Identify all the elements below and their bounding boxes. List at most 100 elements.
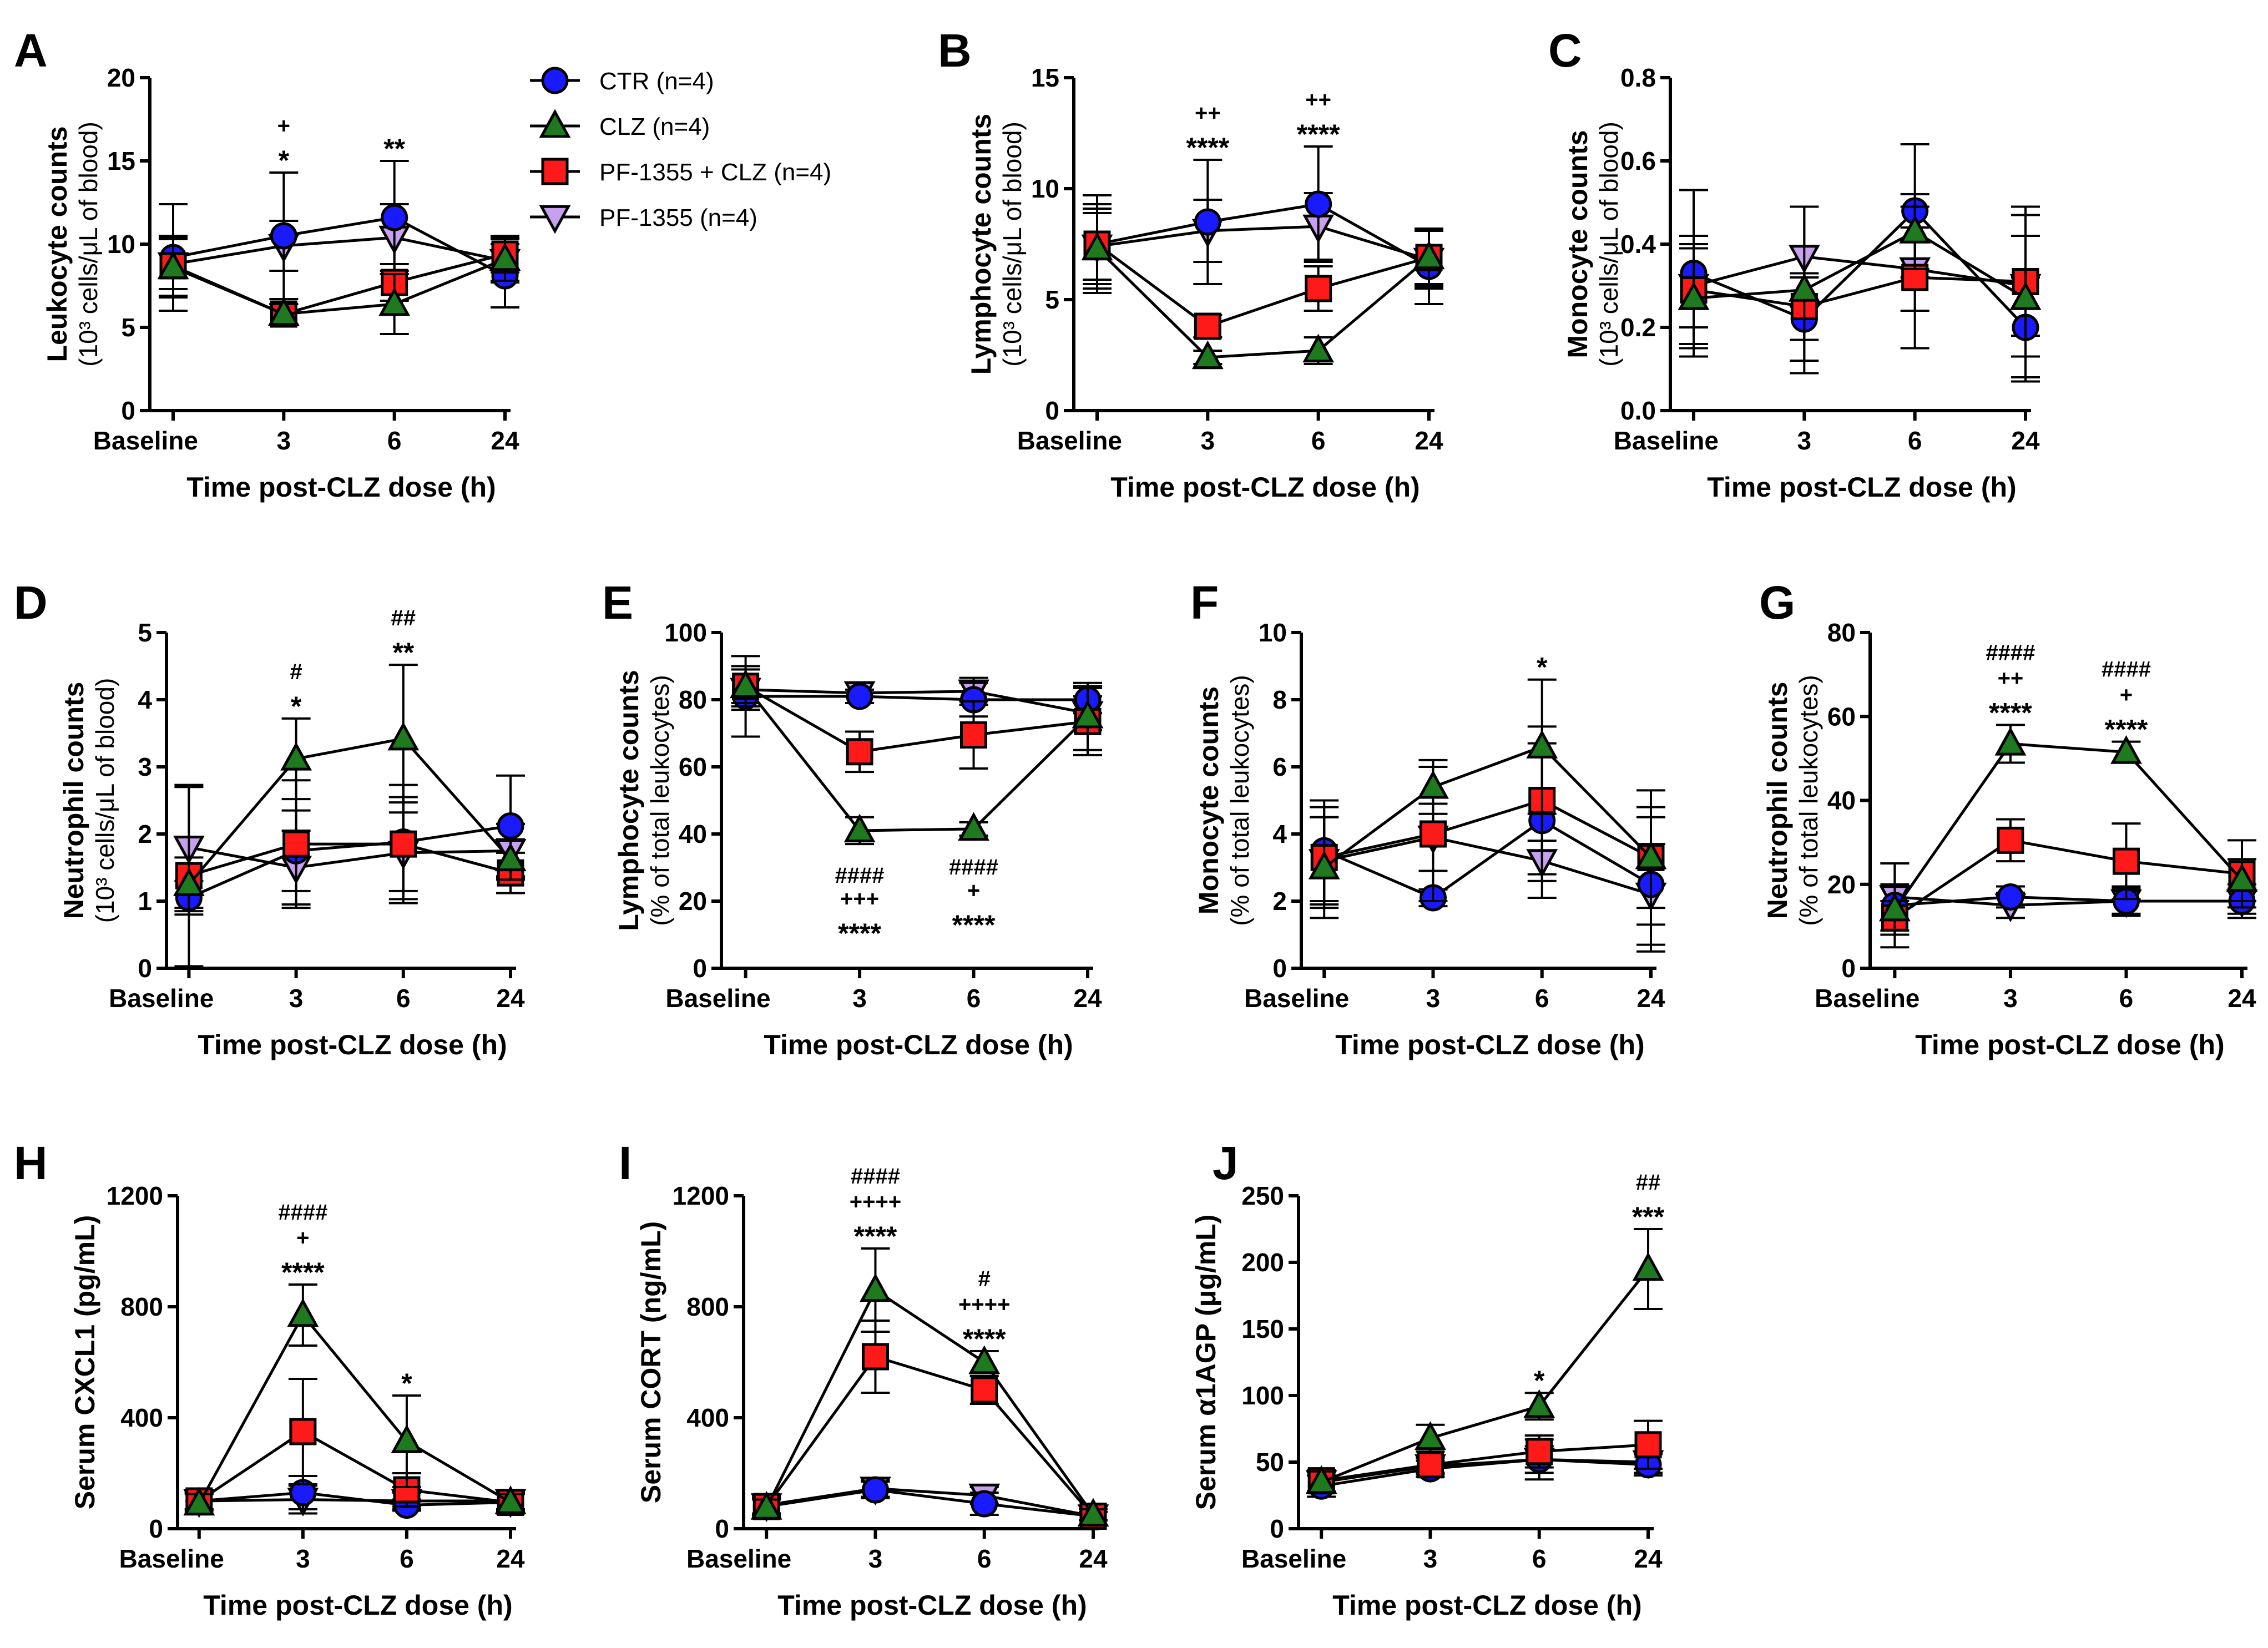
significance-annotation: + (2120, 683, 2133, 707)
data-point (1634, 1431, 1662, 1459)
y-axis-title: Monocyte counts (1193, 686, 1224, 914)
series-line (765, 1288, 1095, 1516)
series-line (172, 252, 506, 316)
legend-marker (539, 109, 571, 138)
series-line (198, 1312, 512, 1505)
data-point (270, 222, 297, 250)
y-tick-label: 1 (138, 887, 152, 916)
significance-annotation: ** (383, 133, 405, 164)
legend-marker (539, 205, 571, 234)
y-tick-label: 0.4 (1620, 230, 1656, 259)
significance-annotation: * (1537, 652, 1548, 683)
data-point (730, 669, 762, 698)
legend-label: CTR (n=4) (599, 68, 714, 95)
x-tick-label: 24 (1073, 984, 1102, 1013)
series-CLZ (157, 236, 521, 335)
significance-annotation: **** (2105, 714, 2148, 745)
significance-annotation: + (277, 114, 290, 138)
data-point (1899, 215, 1931, 244)
series-line (745, 688, 1088, 715)
significance-annotation: *** (1632, 1201, 1665, 1232)
y-axis-title: Serum CORT (ng/mL) (635, 1221, 666, 1503)
x-tick-label: 24 (1415, 426, 1443, 455)
series-CTR (1310, 742, 1665, 953)
x-tick-label: 6 (1535, 984, 1549, 1013)
data-point (1417, 770, 1449, 799)
significance-annotation: #### (1986, 640, 2035, 665)
legend-marker (541, 158, 569, 185)
x-tick-label: 6 (2119, 984, 2134, 1013)
x-tick-label: 3 (868, 1544, 883, 1573)
data-point (2110, 735, 2142, 764)
significance-annotation: * (1534, 1365, 1545, 1396)
y-tick-label: 20 (1827, 870, 1856, 899)
x-tick-label: 6 (1532, 1544, 1547, 1573)
series-line (188, 846, 511, 870)
y-tick-label: 400 (120, 1403, 163, 1432)
x-tick-label: Baseline (1614, 426, 1719, 455)
data-point (287, 1298, 319, 1327)
data-point (1081, 231, 1113, 261)
series-line (1693, 230, 2027, 300)
y-axis-title: Neutrophil counts (1762, 682, 1793, 919)
series-CLZ (750, 1247, 1109, 1527)
series-line (1321, 1268, 1649, 1484)
y-axis-title: Serum α1AGP (μg/mL) (1190, 1215, 1221, 1510)
significance-annotation: #### (278, 1200, 327, 1225)
data-point (1523, 1389, 1555, 1418)
y-tick-label: 400 (686, 1403, 729, 1432)
x-tick-label: 24 (1079, 1544, 1108, 1573)
significance-annotation: #### (851, 1164, 900, 1189)
significance-annotation: ## (1636, 1170, 1661, 1195)
series-CLZ (730, 665, 1104, 846)
y-tick-label: 0 (149, 1514, 163, 1543)
panel-A: A 0 5 10 15 20 Baseline 3 6 24 Time post-CLZ dose … (14, 24, 521, 503)
series-CLZ (1305, 1228, 1664, 1494)
legend-label: PF-1355 + CLZ (n=4) (599, 159, 831, 186)
data-point (1997, 883, 2024, 911)
series-PFCLZ (174, 779, 525, 968)
x-tick-label: Baseline (109, 984, 214, 1013)
x-tick-label: 3 (2003, 984, 2018, 1013)
data-point (1788, 273, 1820, 302)
y-tick-label: 0 (1045, 396, 1059, 425)
data-point (391, 1424, 423, 1453)
series-line (744, 685, 1089, 832)
y-axis-title: Leukocyte counts (42, 126, 73, 362)
y-tick-label: 0 (693, 954, 707, 983)
x-tick-label: 3 (289, 984, 304, 1013)
series-CLZ (1878, 724, 2258, 936)
series-CLZ (183, 1283, 527, 1516)
y-tick-label: 100 (664, 618, 707, 647)
x-axis-title: Time post-CLZ dose (h) (777, 1590, 1087, 1621)
series-line (1324, 836, 1651, 896)
y-tick-label: 0.0 (1620, 396, 1656, 425)
data-point (1632, 1252, 1664, 1281)
significance-annotation: +++ (840, 887, 879, 911)
data-point (750, 1491, 782, 1520)
x-tick-label: 3 (277, 426, 291, 455)
series-PF (1305, 1445, 1664, 1499)
significance-annotation: * (291, 691, 302, 722)
x-tick-label: 24 (1634, 1544, 1663, 1573)
data-point (1419, 820, 1447, 848)
data-point (971, 1376, 998, 1404)
panel-letter: C (1548, 24, 1582, 77)
data-point (1415, 1421, 1446, 1450)
y-axis-subtitle: (% of total leukocytes) (1794, 675, 1823, 926)
y-tick-label: 0 (121, 396, 135, 425)
significance-annotation: # (978, 1267, 991, 1291)
panel-B: B 0 5 10 15 Baseline 3 6 24 Time post-CLZ dose (h… (938, 24, 1445, 503)
series-line (188, 825, 511, 899)
panel-letter: H (14, 1137, 48, 1189)
significance-annotation: ++ (1195, 101, 1221, 125)
data-point (381, 204, 408, 231)
significance-annotation: ++++ (850, 1190, 901, 1214)
y-tick-label: 4 (138, 685, 152, 714)
panel-letter: G (1759, 577, 1795, 629)
data-point (968, 1345, 1001, 1374)
series-line (1324, 798, 1652, 859)
significance-annotation: **** (1989, 697, 2032, 728)
